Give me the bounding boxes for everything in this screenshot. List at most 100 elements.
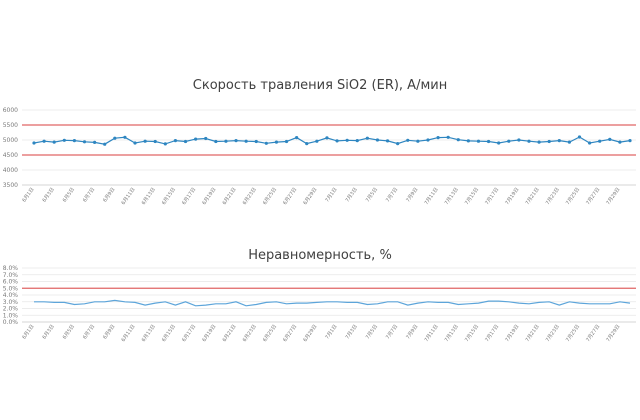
x-tick-label: 7月11日 — [424, 324, 440, 343]
x-tick-label: 6月5日 — [62, 324, 76, 341]
x-tick-label: 6月25日 — [262, 324, 278, 343]
x-tick-label: 6月19日 — [201, 187, 217, 206]
y-tick-label: 5000 — [3, 137, 18, 144]
x-tick-label: 7月1日 — [324, 324, 338, 341]
data-point — [486, 139, 491, 144]
x-tick-label: 6月7日 — [82, 324, 96, 341]
data-point — [598, 139, 602, 143]
data-point — [305, 142, 309, 146]
data-point — [466, 139, 470, 143]
data-point — [194, 137, 198, 141]
x-tick-label: 7月19日 — [504, 187, 520, 206]
x-tick-label: 7月21日 — [525, 324, 541, 343]
x-tick-label: 7月9日 — [405, 187, 419, 204]
y-tick-label: 6.0% — [3, 279, 19, 286]
data-point — [335, 139, 339, 143]
data-point — [406, 138, 410, 142]
x-tick-label: 6月21日 — [222, 187, 238, 206]
x-tick-label: 6月21日 — [222, 324, 238, 343]
data-point — [254, 139, 258, 144]
y-tick-label: 3500 — [3, 182, 18, 189]
data-point — [244, 139, 248, 143]
data-point — [426, 138, 430, 142]
series-line — [33, 136, 631, 145]
x-tick-label: 6月1日 — [21, 324, 35, 341]
x-tick-label: 7月17日 — [484, 324, 500, 343]
data-point — [224, 139, 228, 143]
x-tick-label: 7月17日 — [484, 187, 500, 206]
x-tick-label: 7月1日 — [324, 187, 338, 204]
data-point — [618, 140, 622, 144]
x-tick-label: 7月23日 — [545, 187, 561, 206]
data-point — [82, 140, 87, 144]
x-tick-label: 6月11日 — [121, 187, 137, 206]
x-tick-label: 6月29日 — [302, 324, 318, 343]
data-point — [375, 138, 380, 142]
x-tick-label: 7月15日 — [464, 187, 480, 206]
x-tick-label: 7月5日 — [365, 324, 379, 341]
data-point — [577, 135, 582, 139]
x-tick-label: 7月5日 — [365, 187, 379, 204]
data-point — [93, 140, 97, 144]
x-tick-label: 6月23日 — [242, 187, 258, 206]
x-tick-label: 7月21日 — [525, 187, 541, 206]
data-point — [295, 136, 299, 140]
data-point — [345, 138, 349, 142]
x-tick-label: 7月3日 — [345, 324, 359, 341]
x-tick-label: 6月13日 — [141, 324, 157, 343]
data-point — [274, 140, 279, 144]
x-tick-label: 6月5日 — [62, 187, 76, 204]
x-tick-label: 6月29日 — [302, 187, 318, 206]
x-tick-label: 6月9日 — [102, 324, 116, 341]
x-tick-label: 7月19日 — [504, 324, 520, 343]
data-point — [547, 139, 551, 144]
x-tick-label: 7月15日 — [464, 324, 480, 343]
x-tick-label: 6月27日 — [282, 324, 298, 343]
x-tick-label: 6月25日 — [262, 187, 278, 206]
x-tick-label: 7月25日 — [565, 187, 581, 206]
data-point — [153, 139, 157, 144]
data-point — [587, 141, 592, 145]
data-point — [133, 141, 137, 145]
y-tick-label: 7.0% — [3, 272, 19, 279]
y-tick-label: 5500 — [3, 122, 18, 129]
x-tick-label: 6月17日 — [181, 324, 197, 343]
y-tick-label: 4000 — [3, 167, 18, 174]
data-point — [163, 142, 167, 146]
x-tick-label: 7月7日 — [385, 324, 399, 341]
data-point — [264, 141, 268, 145]
x-tick-label: 7月7日 — [385, 187, 399, 204]
data-point — [446, 135, 450, 139]
x-tick-label: 7月27日 — [585, 324, 601, 343]
x-tick-label: 6月3日 — [42, 324, 56, 341]
data-point — [628, 139, 632, 143]
y-tick-label: 4.0% — [3, 292, 19, 299]
data-point — [385, 139, 390, 143]
data-point — [608, 137, 612, 141]
data-point — [557, 139, 561, 143]
data-point — [355, 139, 359, 143]
x-tick-label: 7月3日 — [345, 187, 359, 204]
data-point — [123, 135, 127, 139]
x-tick-label: 6月27日 — [282, 187, 298, 206]
data-point — [42, 139, 46, 143]
x-tick-label: 6月23日 — [242, 324, 258, 343]
x-tick-label: 6月7日 — [82, 187, 96, 204]
x-tick-label: 7月23日 — [545, 324, 561, 343]
nonuniformity-chart: 0.0%1.0%2.0%3.0%4.0%5.0%6.0%7.0%8.0% 6月1日… — [3, 265, 636, 343]
data-point — [103, 142, 107, 146]
x-tick-label: 6月15日 — [161, 187, 177, 206]
data-point — [284, 139, 289, 144]
data-point — [325, 136, 329, 140]
data-point — [567, 140, 571, 144]
data-point — [517, 138, 521, 142]
chart-title-etch-rate: Скорость травления SiO2 (ER), А/мин — [192, 78, 448, 93]
data-point — [204, 136, 208, 141]
y-tick-label: 3.0% — [3, 299, 19, 306]
data-point — [214, 139, 218, 144]
x-tick-label: 7月27日 — [585, 187, 601, 206]
data-point — [234, 139, 238, 143]
y-tick-label: 2.0% — [3, 306, 19, 313]
data-point — [52, 140, 56, 144]
